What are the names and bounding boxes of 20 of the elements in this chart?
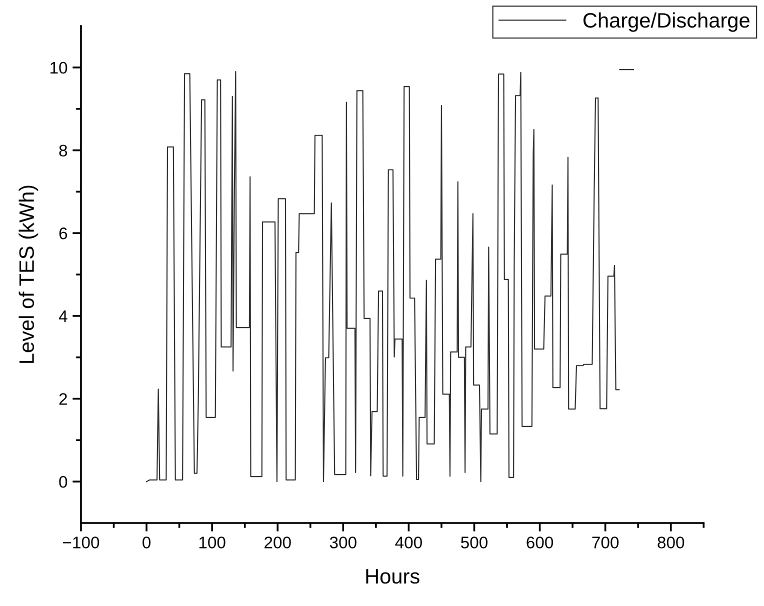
y-tick-label: 2 bbox=[59, 393, 67, 405]
line-series bbox=[146, 71, 620, 482]
x-tick-label: 800 bbox=[658, 536, 684, 548]
y-tick-label: 0 bbox=[59, 476, 68, 488]
x-tick-label: −100 bbox=[63, 536, 100, 548]
x-axis-title: Hours bbox=[366, 569, 420, 584]
y-tick-label: 8 bbox=[59, 144, 68, 156]
y-tick-label: 4 bbox=[58, 310, 68, 322]
y-tick-label: 10 bbox=[50, 62, 68, 74]
x-tick-label: 700 bbox=[592, 536, 619, 548]
x-tick-label: 600 bbox=[526, 536, 554, 548]
x-tick-label: 500 bbox=[461, 536, 488, 548]
x-tick-label: 400 bbox=[395, 536, 422, 548]
x-tick-label: 100 bbox=[199, 536, 226, 548]
x-tick-label: 300 bbox=[330, 536, 356, 548]
y-tick-label: 6 bbox=[59, 228, 68, 240]
legend-label: Charge/Discharge bbox=[583, 12, 750, 32]
x-tick-label: 200 bbox=[264, 536, 291, 548]
y-axis-title: Level of TES (kWh) bbox=[18, 186, 38, 363]
x-tick-label: 0 bbox=[142, 536, 151, 548]
